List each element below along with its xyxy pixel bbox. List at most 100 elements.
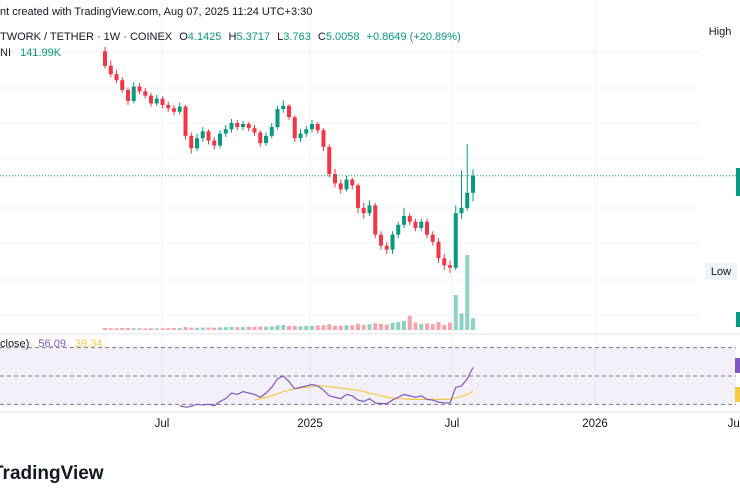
volume-bar	[465, 255, 470, 330]
candle-body	[333, 174, 337, 184]
candle-body	[361, 207, 366, 214]
rsi-ma-tag	[735, 387, 740, 402]
volume-bar	[114, 328, 119, 330]
candle-body	[137, 86, 142, 92]
rsi-line	[179, 367, 474, 408]
candle-body	[292, 117, 297, 139]
volume-bar	[287, 326, 291, 330]
volume-bar	[258, 326, 263, 330]
volume-bar	[390, 322, 395, 330]
candle-body	[206, 131, 211, 141]
high-tag: High	[709, 26, 732, 38]
price-tag	[736, 168, 740, 196]
candle-body	[166, 104, 171, 109]
candle-body	[264, 135, 268, 144]
candle-body	[269, 127, 274, 136]
candle-body	[379, 234, 383, 246]
candle-body	[304, 129, 309, 134]
candle-body	[442, 258, 447, 266]
volume-bar	[402, 320, 406, 330]
x-tick-label: Jul	[445, 418, 460, 430]
close-value: 5.0058	[326, 31, 360, 43]
candle-body	[396, 224, 401, 235]
candle-body	[413, 221, 418, 228]
candle-body	[315, 123, 320, 131]
volume-bar	[453, 295, 458, 330]
grid	[0, 0, 700, 412]
candle-body	[103, 51, 107, 66]
high-letter: H	[228, 31, 236, 43]
volume-bar	[223, 327, 228, 330]
candle-body	[338, 183, 343, 190]
volume-bar	[344, 325, 349, 330]
volume-bar	[338, 325, 343, 330]
volume-bar	[373, 323, 378, 330]
volume-bar	[321, 325, 326, 330]
candle-body	[350, 179, 355, 186]
candle-body	[459, 207, 464, 214]
low-tag: Low	[711, 266, 731, 278]
high-value: 5.3717	[236, 31, 270, 43]
volume-bar	[229, 326, 234, 330]
candle-body	[126, 89, 130, 101]
low-value: 3.763	[283, 31, 311, 43]
volume-bar	[396, 322, 401, 330]
volume-bar	[120, 328, 125, 330]
candle-body	[373, 205, 378, 235]
volume-bar	[448, 322, 452, 330]
open-value: 4.1425	[188, 31, 222, 43]
volume-bar	[425, 323, 429, 330]
candle-body	[229, 122, 234, 130]
candle-body	[252, 128, 257, 133]
volume-bar	[252, 326, 257, 330]
volume-bar	[384, 324, 389, 330]
volume-bar	[327, 324, 332, 330]
candle-body	[356, 185, 360, 208]
volume-bar	[166, 328, 171, 330]
rsi-ma-value: 39.34	[75, 338, 103, 350]
candle-body	[172, 108, 176, 112]
volume-bar	[177, 328, 182, 330]
volume-bar	[413, 322, 418, 330]
marks	[0, 46, 736, 408]
candle-body	[160, 98, 165, 105]
candle-body	[287, 105, 291, 118]
volume-bar	[235, 327, 240, 330]
volume-bar	[154, 328, 159, 330]
volume-bar	[241, 327, 245, 330]
volume-bar	[361, 324, 366, 330]
symbol: TWORK / TETHER · 1W · COINEX	[0, 31, 173, 43]
candle-body	[402, 215, 406, 225]
volume-bar	[350, 325, 355, 330]
candle-body	[436, 241, 441, 259]
volume-bar	[183, 327, 188, 330]
volume-name: NI	[0, 47, 11, 59]
volume-bar	[264, 326, 268, 330]
volume-bar	[143, 328, 148, 330]
candle-body	[298, 133, 303, 139]
volume-bar	[356, 323, 360, 330]
candle-body	[344, 179, 349, 190]
candle-body	[327, 146, 332, 175]
volume-bar	[137, 328, 142, 330]
volume-bar	[407, 315, 412, 330]
low-tag-box	[705, 263, 737, 280]
candle-body	[258, 132, 263, 144]
volume-bar	[172, 328, 176, 330]
volume-bar	[218, 327, 222, 330]
candle-body	[154, 98, 159, 104]
candle-body	[384, 245, 389, 250]
candle-body	[149, 95, 153, 104]
candle-body	[212, 140, 217, 146]
rsi-legend: close) 56.09 39.34	[0, 338, 103, 350]
candle-body	[310, 123, 314, 130]
volume-bar	[430, 324, 435, 330]
candle-body	[419, 221, 424, 228]
candle-body	[390, 234, 395, 250]
candle-body	[120, 80, 125, 90]
candle-body	[275, 109, 280, 128]
candle-body	[131, 86, 136, 101]
volume-bar	[189, 327, 194, 330]
volume-bar	[333, 325, 337, 330]
